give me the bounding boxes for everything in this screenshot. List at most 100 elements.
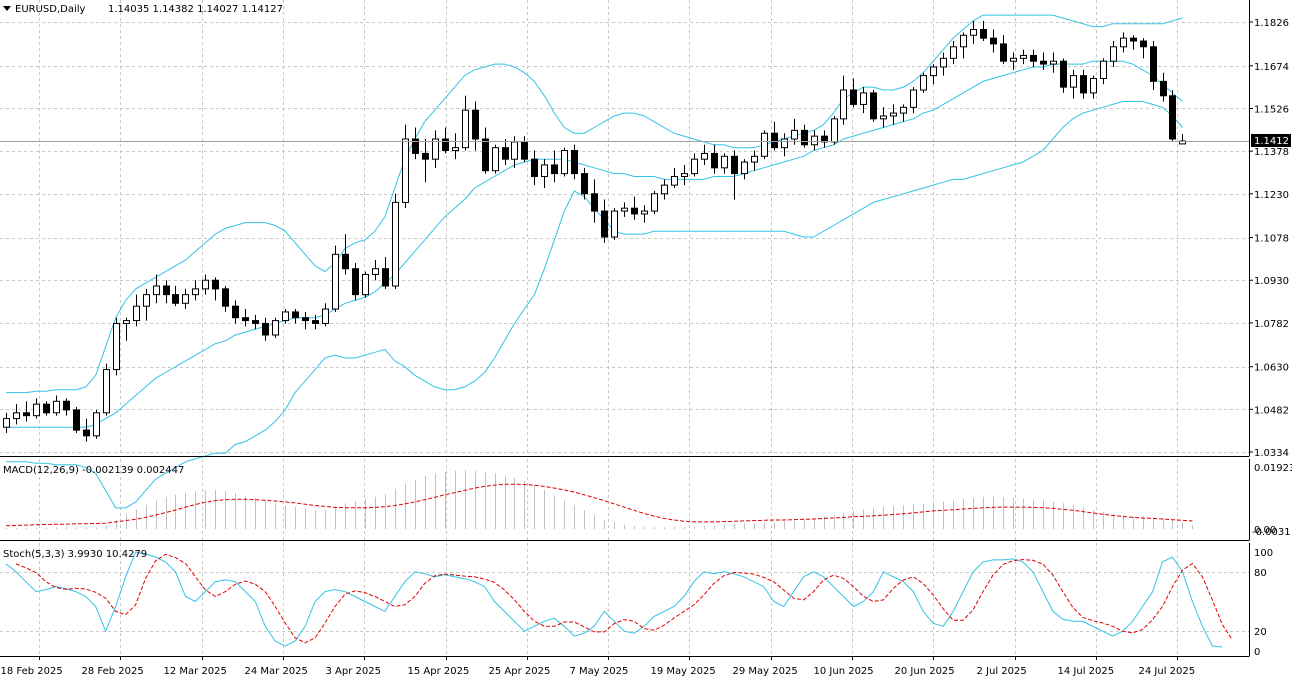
candle-body: [1010, 57, 1017, 62]
candle-body: [392, 201, 399, 287]
candle-body: [531, 158, 538, 177]
macd-tick-label: 0.00: [1254, 525, 1276, 536]
candle: [980, 20, 987, 42]
candle-body: [113, 322, 120, 371]
candle-body: [960, 34, 967, 48]
candle-body: [1120, 37, 1127, 48]
candle-body: [262, 322, 269, 336]
candle-body: [382, 268, 389, 287]
candle: [671, 167, 678, 189]
candle: [33, 398, 40, 419]
candle-body: [1140, 40, 1147, 48]
price-tick-label: 1.0334: [1254, 448, 1289, 459]
macd-pane[interactable]: [5, 470, 1193, 529]
candle: [462, 95, 469, 151]
candle-body: [192, 288, 199, 296]
candle-body: [322, 308, 329, 324]
candle: [53, 395, 60, 416]
candle: [621, 202, 628, 217]
macd-tick-label: 0.01923: [1254, 463, 1292, 474]
candle: [681, 164, 688, 186]
candle-body: [272, 320, 279, 336]
stoch-pane[interactable]: [5, 551, 1233, 648]
stoch-signal-line: [15, 553, 1233, 644]
candle: [741, 159, 748, 180]
candle: [412, 127, 419, 160]
price-pane[interactable]: [0, 14, 1249, 509]
candle: [721, 153, 728, 174]
candle: [511, 136, 518, 168]
candle: [601, 199, 608, 243]
bollinger-lower: [6, 101, 1183, 509]
candle: [292, 309, 299, 324]
price-tick-label: 1.1826: [1254, 18, 1289, 29]
time-tick-label: 18 Feb 2025: [1, 666, 63, 677]
bollinger-upper: [6, 14, 1183, 394]
candle: [13, 404, 20, 425]
candle-body: [1070, 75, 1077, 88]
time-tick-label: 7 May 2025: [570, 666, 629, 677]
candle: [831, 115, 838, 145]
candle: [232, 300, 239, 324]
candle: [3, 412, 10, 433]
candle: [1060, 58, 1067, 93]
candle-body: [801, 129, 808, 146]
candle-body: [631, 207, 638, 215]
candle-body: [422, 152, 429, 160]
candle: [531, 150, 538, 186]
candle-body: [1160, 80, 1167, 97]
candle: [711, 144, 718, 174]
candle-body: [511, 141, 518, 160]
candle-body: [73, 409, 80, 431]
candle-body: [402, 138, 409, 203]
candle: [362, 271, 369, 298]
candle-body: [551, 164, 558, 175]
candle-body: [1040, 60, 1047, 65]
candle: [661, 179, 668, 200]
candle: [920, 72, 927, 93]
candle: [1000, 35, 1007, 65]
time-tick-label: 28 Feb 2025: [82, 666, 144, 677]
candle-body: [452, 147, 459, 152]
grid: [0, 0, 1249, 656]
candle-body: [910, 89, 917, 108]
candle-body: [621, 207, 628, 212]
candle: [811, 130, 818, 151]
candle: [472, 101, 479, 151]
candle: [163, 280, 170, 304]
candle: [1050, 52, 1057, 73]
stoch-title: Stoch(5,3,3) 3.9930 10.4279: [3, 549, 147, 560]
price-tick-label: 1.0630: [1254, 363, 1289, 374]
candle: [482, 127, 489, 174]
candle-body: [1060, 60, 1067, 88]
candle-body: [252, 320, 259, 324]
candle-body: [601, 210, 608, 238]
candle-body: [163, 285, 170, 296]
candle: [1120, 32, 1127, 53]
candle-body: [930, 66, 937, 77]
price-tick-label: 1.1078: [1254, 234, 1289, 245]
candle: [611, 208, 618, 240]
time-tick-label: 15 Apr 2025: [408, 666, 470, 677]
candle-body: [831, 118, 838, 143]
candle: [242, 309, 249, 327]
candle: [1130, 35, 1137, 50]
candle-body: [681, 173, 688, 177]
candle-body: [53, 400, 60, 414]
candle: [731, 150, 738, 200]
candle: [182, 288, 189, 310]
candle: [342, 234, 349, 275]
candle-body: [282, 311, 289, 322]
candle: [1020, 49, 1027, 65]
candle-body: [202, 279, 209, 290]
candle: [103, 363, 110, 416]
candle-body: [83, 429, 90, 437]
candle-body: [502, 147, 509, 160]
triangle-down-icon[interactable]: [3, 6, 11, 11]
candle: [860, 87, 867, 114]
candle: [581, 167, 588, 200]
macd-signal-line: [5, 483, 1193, 527]
candle: [1169, 90, 1176, 142]
candle: [1179, 133, 1186, 145]
